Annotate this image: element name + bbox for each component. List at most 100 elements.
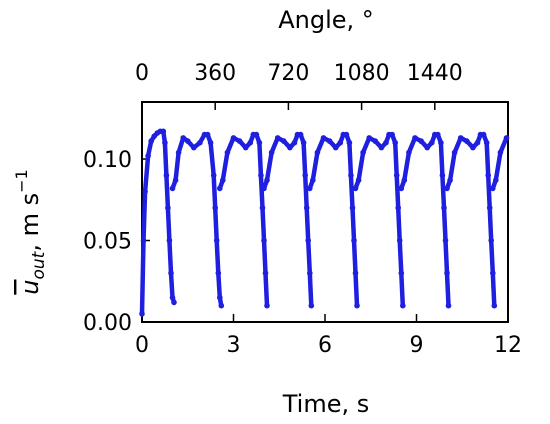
data-point <box>305 237 312 244</box>
data-point <box>480 131 487 138</box>
data-point <box>488 237 495 244</box>
y-tick-label: 0.10 <box>83 148 132 173</box>
data-point <box>261 237 267 244</box>
data-point <box>236 138 243 144</box>
data-point <box>346 139 353 146</box>
data-point <box>491 302 498 309</box>
y-axis-title: uout, m s−1 <box>12 169 49 294</box>
data-point <box>215 270 222 276</box>
top-tick-label: 0 <box>135 61 149 86</box>
data-point <box>180 135 186 141</box>
data-point <box>291 139 298 146</box>
data-point <box>247 139 254 146</box>
data-series <box>139 128 510 317</box>
data-point <box>310 177 316 183</box>
data-point <box>497 149 504 156</box>
data-point <box>165 205 171 211</box>
axis-tick-labels: 0 3 6 9 12 0 360 720 1080 1440 0.00 0.05 0.10 <box>83 61 522 358</box>
data-point <box>169 294 176 301</box>
svg-text:uout, m s−1: uout, m s−1 <box>12 169 49 294</box>
data-point <box>457 135 464 141</box>
x-tick-label: 6 <box>318 333 332 358</box>
axis-ticks <box>141 102 509 323</box>
data-point <box>439 172 446 179</box>
data-point <box>349 205 356 211</box>
data-point <box>140 237 147 244</box>
series-line <box>353 132 406 308</box>
series-line <box>399 132 451 308</box>
data-point <box>442 237 449 244</box>
x-tick-label: 9 <box>410 333 424 358</box>
data-point <box>264 177 270 183</box>
data-point <box>213 237 220 244</box>
data-point <box>503 135 510 141</box>
data-point <box>398 185 405 192</box>
data-point <box>401 177 408 183</box>
x-tick-label: 12 <box>494 333 522 358</box>
data-point <box>485 172 492 179</box>
data-point <box>197 139 203 146</box>
data-point <box>490 185 496 192</box>
data-point <box>307 185 313 192</box>
data-point <box>259 205 266 211</box>
data-point <box>268 149 275 156</box>
data-point <box>372 138 379 144</box>
data-point <box>429 139 435 146</box>
y-axis-title-symbol: u <box>16 280 44 295</box>
data-point <box>287 144 293 151</box>
data-point <box>326 138 333 144</box>
data-point <box>264 302 270 309</box>
data-point <box>172 177 179 183</box>
data-point <box>383 139 389 146</box>
data-point <box>352 270 359 276</box>
series-line <box>217 132 270 308</box>
data-point <box>262 270 269 276</box>
data-point <box>162 139 168 146</box>
data-point <box>168 270 174 276</box>
data-point <box>445 302 452 309</box>
data-point <box>142 188 148 195</box>
y-axis-title-subscript: out <box>29 250 49 279</box>
data-point <box>486 205 493 211</box>
data-point <box>171 299 177 306</box>
data-point <box>163 172 170 179</box>
data-point <box>261 185 267 192</box>
series-line <box>139 129 177 317</box>
top-tick-label: 720 <box>267 61 309 86</box>
data-point <box>493 177 499 183</box>
data-point <box>175 149 182 156</box>
data-point <box>242 144 249 151</box>
data-point <box>212 205 218 211</box>
data-point <box>253 131 260 138</box>
series-line <box>444 132 497 308</box>
data-point <box>490 270 496 276</box>
series-line <box>170 132 224 308</box>
data-point <box>451 149 458 156</box>
series-line <box>307 132 360 308</box>
data-point <box>474 139 481 146</box>
data-point <box>224 149 231 156</box>
data-point <box>348 172 354 179</box>
data-point <box>300 139 307 146</box>
data-point <box>355 177 362 183</box>
data-point <box>230 135 237 141</box>
x-axis-title: Time, s <box>282 390 370 418</box>
data-point <box>441 205 447 211</box>
data-point <box>166 237 173 244</box>
data-point <box>281 138 287 144</box>
data-point <box>145 153 151 159</box>
data-point <box>398 270 405 276</box>
data-point <box>256 139 263 146</box>
data-point <box>332 144 339 151</box>
data-point <box>393 172 400 179</box>
plot-frame <box>141 101 509 323</box>
data-point <box>392 139 399 146</box>
data-point <box>464 138 470 144</box>
x-tick-label: 0 <box>135 333 149 358</box>
data-point <box>470 144 476 151</box>
data-point <box>424 144 431 151</box>
data-point <box>139 311 145 317</box>
data-point <box>258 172 264 179</box>
data-point <box>308 302 315 309</box>
